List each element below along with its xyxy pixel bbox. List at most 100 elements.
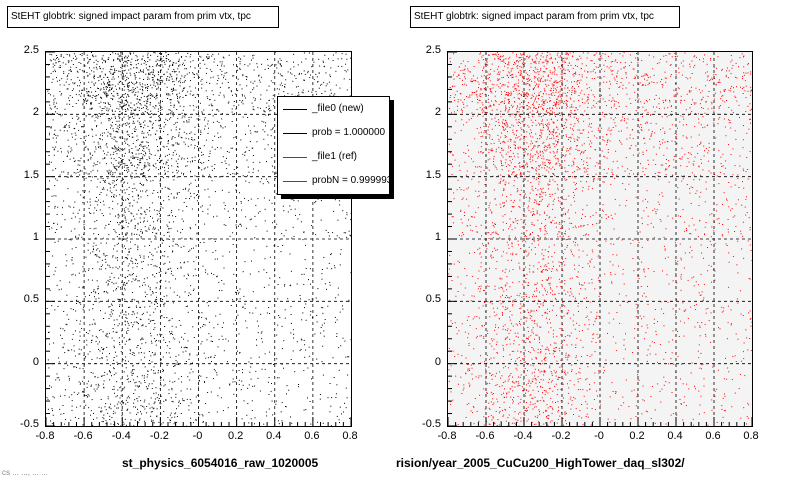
scatter-point — [169, 356, 171, 358]
scatter-point — [155, 344, 157, 346]
scatter-point — [494, 423, 496, 425]
scatter-point — [97, 204, 99, 206]
scatter-point — [134, 78, 136, 80]
scatter-point — [230, 90, 232, 92]
scatter-point — [155, 232, 157, 234]
scatter-point — [190, 144, 192, 146]
scatter-point — [268, 182, 270, 184]
scatter-point — [91, 102, 93, 104]
scatter-point — [107, 264, 109, 266]
scatter-point — [121, 160, 123, 162]
scatter-point — [127, 276, 129, 277]
scatter-point — [180, 136, 182, 138]
scatter-point — [104, 60, 106, 62]
scatter-point — [188, 72, 190, 74]
scatter-point — [141, 173, 143, 175]
scatter-point — [101, 347, 103, 349]
scatter-point — [735, 333, 737, 335]
scatter-point — [105, 268, 107, 270]
scatter-point — [105, 242, 107, 244]
scatter-point — [111, 69, 113, 71]
scatter-point — [69, 281, 71, 283]
scatter-point — [113, 277, 115, 279]
scatter-point — [194, 74, 195, 75]
scatter-point — [154, 354, 156, 356]
scatter-point — [185, 68, 187, 70]
scatter-point — [105, 333, 107, 335]
scatter-point — [180, 266, 182, 268]
scatter-point — [115, 70, 117, 71]
scatter-point — [82, 424, 84, 426]
scatter-point — [145, 191, 147, 193]
scatter-point — [228, 101, 230, 103]
scatter-point — [325, 85, 327, 87]
scatter-point — [96, 388, 98, 390]
scatter-point — [142, 324, 144, 326]
scatter-point — [645, 332, 647, 334]
scatter-point — [102, 417, 104, 419]
scatter-point — [165, 400, 167, 401]
scatter-point — [303, 231, 304, 233]
scatter-point — [587, 366, 589, 368]
scatter-point — [336, 319, 338, 321]
scatter-point — [114, 68, 116, 70]
scatter-point — [171, 158, 173, 160]
scatter-point — [200, 206, 202, 208]
scatter-point — [517, 381, 519, 383]
scatter-point — [553, 336, 554, 338]
scatter-point — [208, 127, 209, 129]
scatter-point — [248, 422, 250, 424]
scatter-point — [127, 330, 129, 331]
scatter-point — [49, 161, 50, 163]
scatter-point — [538, 337, 540, 339]
scatter-point — [141, 338, 143, 340]
scatter-point — [528, 381, 530, 383]
scatter-point — [100, 97, 102, 99]
scatter-point — [307, 367, 309, 369]
scatter-point — [60, 413, 62, 415]
scatter-point — [75, 93, 77, 95]
scatter-point — [69, 206, 71, 208]
scatter-point — [328, 235, 330, 237]
scatter-point — [141, 375, 143, 377]
scatter-point — [87, 249, 89, 251]
scatter-point — [123, 86, 125, 88]
scatter-point — [79, 90, 80, 92]
scatter-point — [235, 148, 237, 150]
scatter-point — [156, 64, 158, 66]
scatter-point — [275, 226, 277, 228]
scatter-point — [307, 90, 309, 92]
scatter-point — [211, 109, 213, 111]
scatter-point — [157, 55, 159, 57]
scatter-point — [157, 88, 159, 90]
scatter-point — [117, 286, 119, 288]
scatter-point — [199, 102, 201, 104]
scatter-point — [145, 87, 146, 89]
scatter-point — [80, 157, 82, 159]
scatter-point — [247, 403, 249, 405]
scatter-point — [61, 171, 63, 173]
scatter-point — [60, 115, 62, 117]
scatter-point — [341, 53, 343, 55]
scatter-point — [694, 385, 695, 387]
scatter-point — [128, 170, 130, 172]
scatter-point — [138, 234, 140, 236]
scatter-point — [566, 423, 567, 425]
scatter-point — [488, 407, 490, 409]
scatter-point — [88, 91, 90, 93]
scatter-point — [93, 212, 95, 214]
scatter-point — [107, 292, 109, 294]
scatter-point — [122, 109, 124, 111]
scatter-point — [121, 409, 123, 411]
scatter-point — [184, 68, 186, 70]
scatter-point — [114, 110, 116, 112]
scatter-point — [564, 413, 566, 415]
scatter-point — [273, 105, 275, 107]
scatter-point — [128, 251, 130, 253]
scatter-point — [222, 56, 224, 58]
scatter-point — [344, 70, 346, 71]
scatter-point — [561, 366, 563, 368]
scatter-point — [188, 251, 190, 252]
scatter-point — [254, 215, 256, 217]
scatter-point — [119, 60, 121, 62]
